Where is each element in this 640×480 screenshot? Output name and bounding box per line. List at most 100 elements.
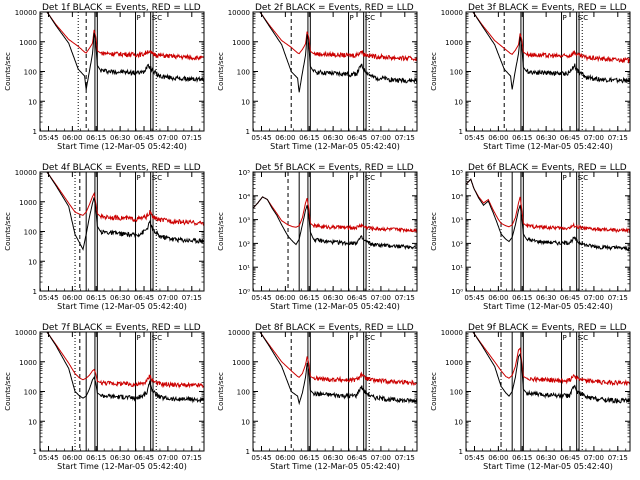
chart-panel-9: Det 9f BLACK = Events, RED = LLD Counts/s… [430,323,631,471]
flag-marker: C [370,174,375,182]
x-tick-label: 06:45 [560,134,580,142]
x-axis-label: Start Time (12-Mar-05 05:42:40) [270,142,400,151]
chart-panel-4: Det 4f BLACK = Events, RED = LLD Counts/s… [4,163,205,311]
x-tick-label: 06:00 [275,454,295,462]
x-tick-label: 06:45 [134,294,154,302]
plot-frame [252,331,418,452]
flag-marker: S [578,334,583,342]
series-line-lld [253,196,417,234]
x-tick-label: 06:00 [275,134,295,142]
series-line-events [40,172,204,251]
x-tick-label: 06:30 [323,454,343,462]
y-tick-label: 1 [246,448,250,456]
x-tick-label: 06:15 [512,454,532,462]
y-axis-label: Counts/sec [217,372,225,411]
series-line-lld [466,12,630,64]
chart-title: Det 1f BLACK = Events, RED = LLD [42,3,201,13]
x-tick-label: 06:15 [512,134,532,142]
y-tick-label: 10⁰ [238,288,250,296]
y-tick-label: 1 [33,288,37,296]
x-tick-label: 07:15 [395,454,415,462]
x-tick-label: 05:45 [251,454,271,462]
y-tick-label: 10² [451,240,463,248]
x-tick-label: 06:00 [62,134,82,142]
y-tick-label: 1 [459,448,463,456]
x-tick-label: 06:15 [86,454,106,462]
y-tick-label: 10 [28,98,37,106]
y-axis-label: Counts/sec [4,372,12,411]
x-axis-label: Start Time (12-Mar-05 05:42:40) [270,462,400,471]
y-axis-label: Counts/sec [430,52,438,91]
x-tick-label: 07:15 [608,454,628,462]
y-tick-label: 10⁵ [451,169,463,177]
x-tick-label: 06:45 [560,294,580,302]
flag-marker: P [350,14,354,22]
x-tick-label: 06:30 [323,294,343,302]
x-tick-label: 05:45 [251,134,271,142]
y-tick-label: 10000 [15,329,37,337]
flag-marker: C [157,334,162,342]
flag-marker: S [365,174,370,182]
x-tick-label: 07:15 [182,294,202,302]
y-tick-label: 10 [454,98,463,106]
chart-panel-2: Det 2f BLACK = Events, RED = LLD Counts/s… [217,3,418,151]
x-tick-label: 07:00 [158,454,178,462]
y-tick-label: 100 [24,389,37,397]
y-tick-label: 1 [246,128,250,136]
y-tick-label: 10000 [15,169,37,177]
x-tick-label: 05:45 [251,294,271,302]
x-tick-label: 05:45 [38,454,58,462]
chart-title: Det 5f BLACK = Events, RED = LLD [255,163,414,173]
flag-marker: C [583,14,588,22]
x-tick-label: 06:45 [134,134,154,142]
series-line-lld [253,12,417,62]
series-line-events [253,196,417,251]
x-tick-label: 06:00 [62,454,82,462]
x-tick-label: 06:30 [536,454,556,462]
y-tick-label: 10⁴ [451,193,463,201]
x-tick-label: 06:15 [299,454,319,462]
y-tick-label: 10² [238,240,250,248]
x-tick-label: 07:00 [371,134,391,142]
y-tick-label: 10⁴ [238,193,250,201]
x-tick-label: 07:00 [158,294,178,302]
x-tick-label: 07:15 [608,134,628,142]
chart-title: Det 4f BLACK = Events, RED = LLD [42,163,201,173]
y-tick-label: 10¹ [451,264,463,272]
y-tick-label: 10 [454,418,463,426]
y-tick-label: 1000 [232,39,250,47]
y-tick-label: 10000 [441,9,463,17]
flag-marker: C [370,334,375,342]
x-tick-label: 07:15 [608,294,628,302]
x-tick-label: 06:45 [347,454,367,462]
x-axis-label: Start Time (12-Mar-05 05:42:40) [483,302,613,311]
x-tick-label: 07:00 [584,134,604,142]
flag-marker: S [365,334,370,342]
x-tick-label: 07:15 [395,134,415,142]
flag-marker: S [578,14,583,22]
x-tick-label: 06:30 [323,134,343,142]
y-tick-label: 10000 [228,9,250,17]
y-tick-label: 1 [33,448,37,456]
flag-marker: P [350,334,354,342]
x-axis-label: Start Time (12-Mar-05 05:42:40) [483,142,613,151]
flag-marker: S [578,174,583,182]
y-tick-label: 100 [450,389,463,397]
x-tick-label: 06:00 [488,454,508,462]
x-tick-label: 06:30 [536,134,556,142]
plot-frame [465,331,631,452]
x-tick-label: 06:00 [488,134,508,142]
x-tick-label: 07:00 [371,454,391,462]
chart-title: Det 9f BLACK = Events, RED = LLD [468,323,627,333]
x-tick-label: 06:45 [347,134,367,142]
x-tick-label: 07:00 [584,294,604,302]
y-tick-label: 10¹ [238,264,250,272]
series-line-lld [40,12,204,61]
y-tick-label: 10 [241,418,250,426]
y-axis-label: Counts/sec [217,52,225,91]
x-tick-label: 05:45 [464,134,484,142]
x-tick-label: 07:00 [371,294,391,302]
y-tick-label: 1000 [445,359,463,367]
x-tick-label: 06:30 [110,134,130,142]
